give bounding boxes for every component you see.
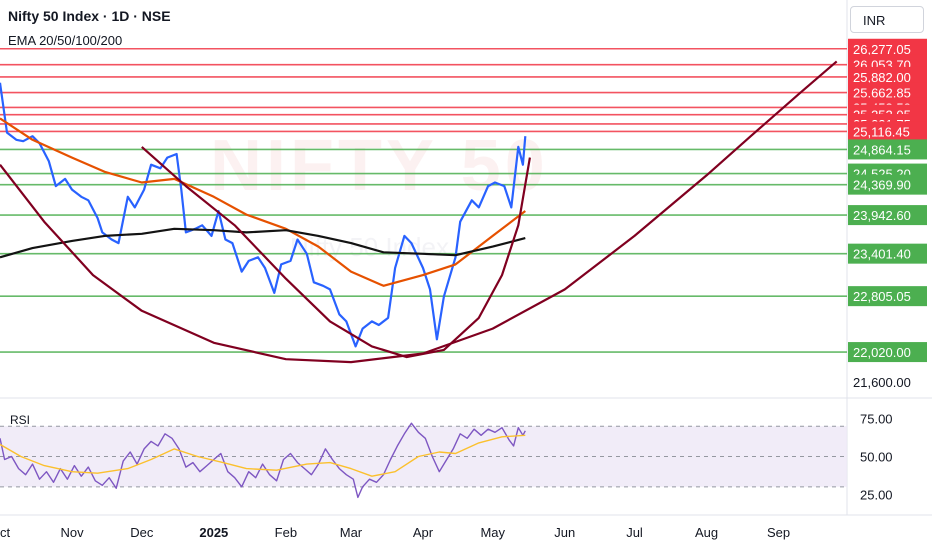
axis-layer: 21,600.0026,277.0526,053.7025,882.0025,6… xyxy=(0,38,927,540)
resistance-label-bg xyxy=(848,66,927,87)
watermark-subtext: Nifty 50 Index xyxy=(290,232,449,262)
support-label: 22,020.00 xyxy=(853,345,911,360)
resistance-label: 26,277.05 xyxy=(853,42,911,57)
rsi-tick-label: 25.00 xyxy=(860,487,893,502)
support-label-bg xyxy=(848,174,927,195)
rsi-ma-series-line xyxy=(0,434,526,477)
time-tick-label: Mar xyxy=(340,525,363,540)
support-label: 23,942.60 xyxy=(853,208,911,223)
rsi-title: RSI xyxy=(10,413,30,427)
resistance-label-bg xyxy=(848,38,927,59)
time-tick-label: Jul xyxy=(626,525,643,540)
level-lines xyxy=(0,47,847,353)
currency-selector[interactable]: INR xyxy=(850,6,924,33)
time-tick-label: Sep xyxy=(767,525,790,540)
rsi-panel: RSI xyxy=(0,413,847,499)
ema-medium-series-line xyxy=(0,117,526,287)
support-label-bg xyxy=(848,286,927,307)
time-tick-label: Nov xyxy=(60,525,84,540)
time-tick-label: May xyxy=(480,525,505,540)
support-label: 23,401.40 xyxy=(853,247,911,262)
ema-short-series-line xyxy=(0,227,526,259)
time-tick-label: ct xyxy=(0,525,11,540)
time-tick-label: Aug xyxy=(695,525,718,540)
rsi-tick-label: 75.00 xyxy=(860,412,893,427)
support-label: 24,369.90 xyxy=(853,178,911,193)
price-series-line xyxy=(0,82,527,348)
resistance-label: 25,882.00 xyxy=(853,70,911,85)
curve-inner-series-line xyxy=(141,146,531,359)
indicator-label[interactable]: EMA 20/50/100/200 xyxy=(8,33,123,48)
support-label-bg xyxy=(848,342,927,363)
resistance-label: 25,662.85 xyxy=(853,86,911,101)
chart-title[interactable]: Nifty 50 Index · 1D · NSE xyxy=(8,8,171,24)
support-label-bg xyxy=(848,139,927,160)
price-tick-label: 21,600.00 xyxy=(853,375,911,390)
time-tick-label: Feb xyxy=(275,525,297,540)
series-layer xyxy=(0,60,838,364)
watermark-text: NIFTY 50 xyxy=(210,126,549,206)
time-tick-label: Apr xyxy=(413,525,434,540)
rsi-tick-label: 50.00 xyxy=(860,450,893,465)
time-tick-label: Dec xyxy=(130,525,154,540)
time-tick-label: Jun xyxy=(554,525,575,540)
support-label-bg xyxy=(848,205,927,226)
support-label: 22,805.05 xyxy=(853,289,911,304)
rsi-series-line xyxy=(0,422,526,499)
support-label-bg xyxy=(848,243,927,264)
time-tick-label: 2025 xyxy=(199,525,228,540)
support-label: 24,864.15 xyxy=(853,142,911,157)
resistance-label-bg xyxy=(848,121,927,142)
resistance-label: 25,116.45 xyxy=(853,124,910,139)
